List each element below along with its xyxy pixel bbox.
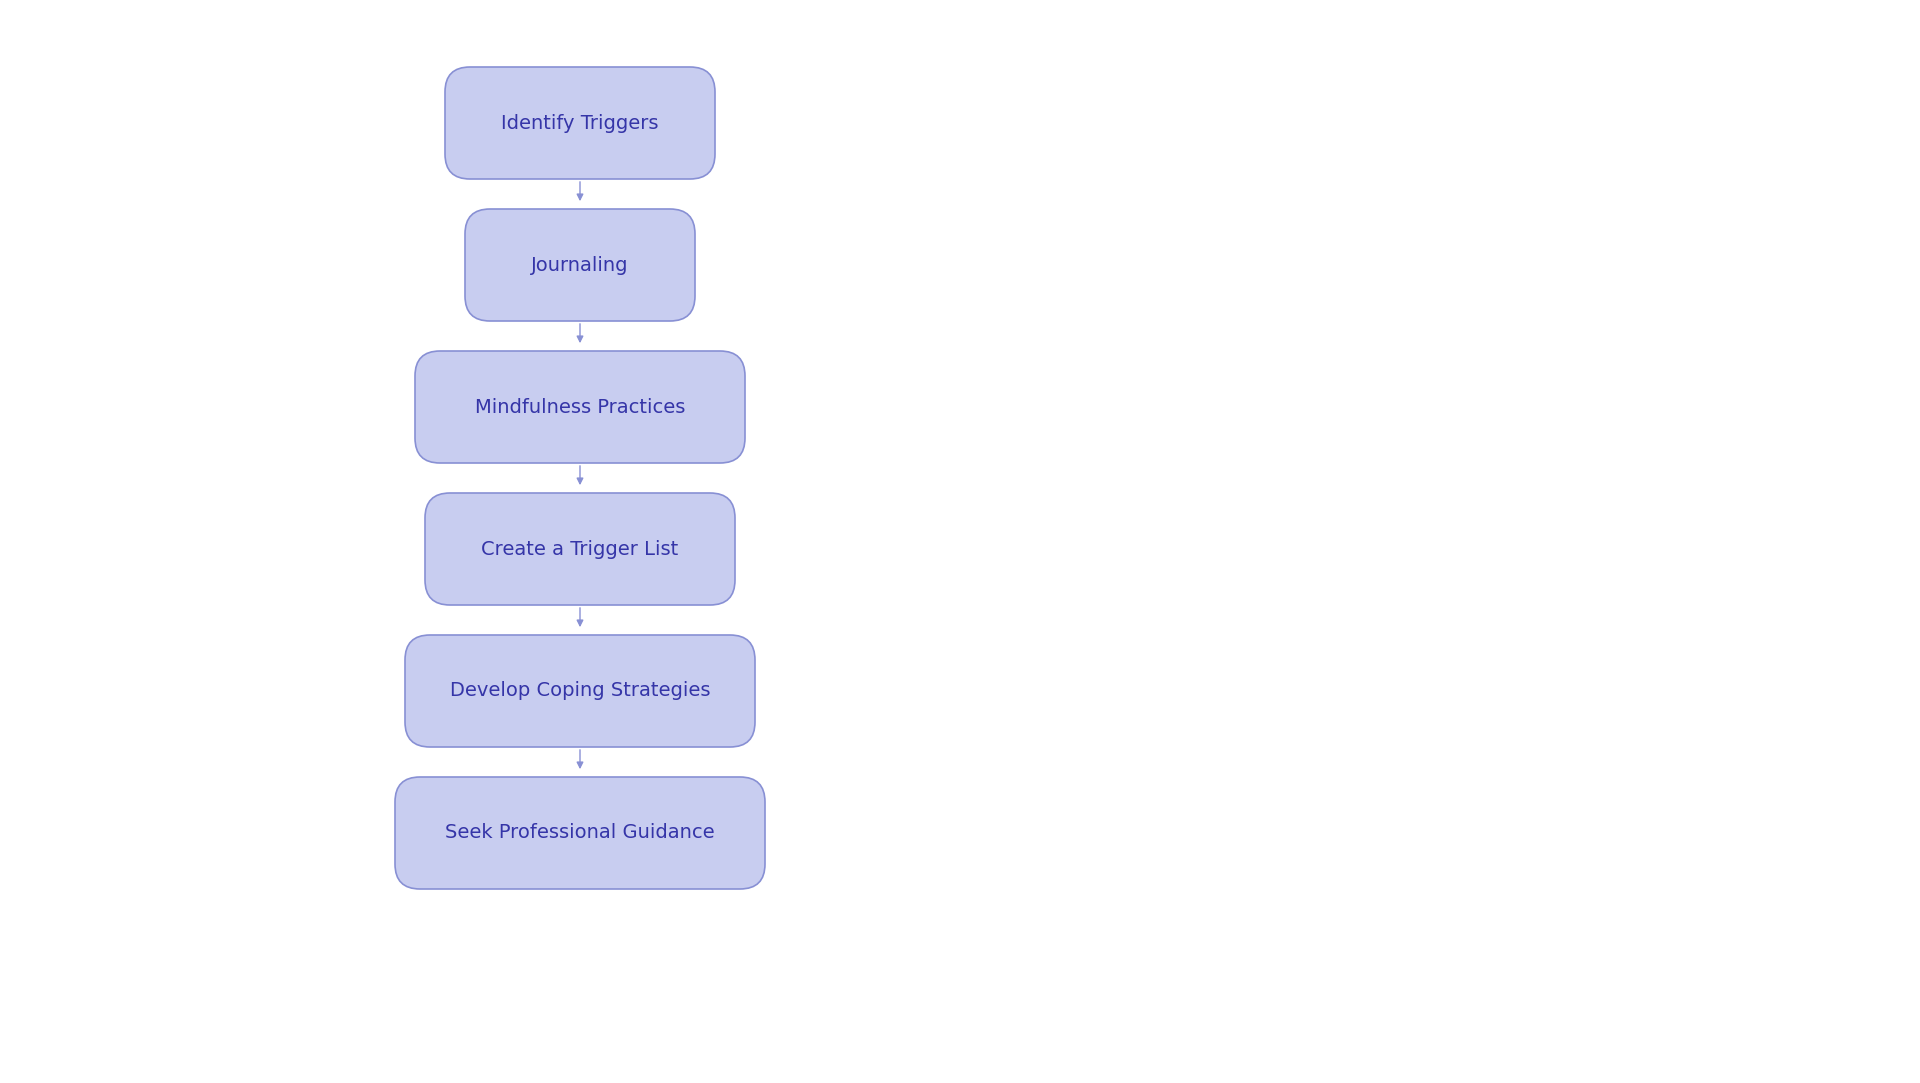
Text: Develop Coping Strategies: Develop Coping Strategies [449, 681, 710, 701]
FancyBboxPatch shape [424, 493, 735, 605]
FancyBboxPatch shape [445, 67, 714, 179]
Text: Mindfulness Practices: Mindfulness Practices [474, 397, 685, 417]
Text: Identify Triggers: Identify Triggers [501, 114, 659, 132]
Text: Create a Trigger List: Create a Trigger List [482, 539, 678, 559]
FancyBboxPatch shape [415, 351, 745, 464]
Text: Seek Professional Guidance: Seek Professional Guidance [445, 823, 714, 843]
Text: Journaling: Journaling [532, 256, 628, 274]
FancyBboxPatch shape [396, 777, 764, 889]
FancyBboxPatch shape [405, 635, 755, 747]
FancyBboxPatch shape [465, 209, 695, 321]
